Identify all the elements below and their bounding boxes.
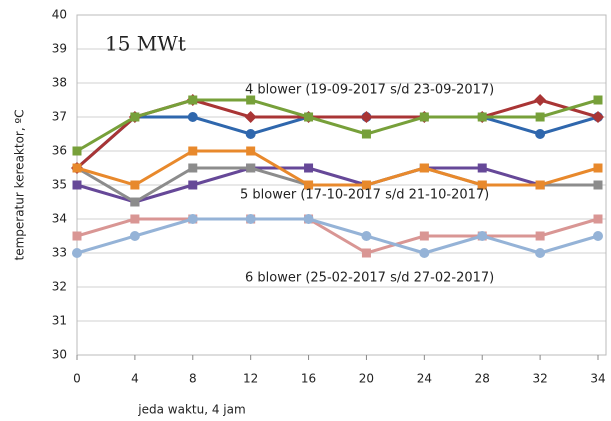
point bbox=[419, 231, 429, 241]
point bbox=[477, 180, 487, 190]
x-axis-label: jeda waktu, 4 jam bbox=[137, 403, 245, 417]
y-tick-label: 40 bbox=[52, 8, 67, 22]
series-line bbox=[76, 217, 599, 255]
point bbox=[245, 129, 256, 139]
y-tick-label: 31 bbox=[52, 314, 67, 328]
y-tick-label: 35 bbox=[52, 178, 67, 192]
point bbox=[72, 248, 82, 258]
y-tick-label: 39 bbox=[52, 42, 67, 56]
annotation: 15 MWt bbox=[105, 32, 186, 56]
x-tick-label: 32 bbox=[532, 372, 547, 386]
point bbox=[187, 112, 198, 122]
point bbox=[535, 112, 545, 122]
point bbox=[593, 95, 603, 105]
point bbox=[304, 180, 314, 190]
series-line bbox=[76, 98, 599, 153]
point bbox=[129, 231, 140, 241]
point bbox=[72, 163, 82, 173]
y-tick-label: 38 bbox=[52, 76, 67, 90]
y-tick-label: 34 bbox=[52, 212, 67, 226]
annotation: 6 blower (25-02-2017 s/d 27-02-2017) bbox=[245, 271, 494, 286]
y-axis-label: temperatur kereaktor, ºC bbox=[13, 109, 27, 260]
y-tick-label: 30 bbox=[52, 348, 67, 362]
point bbox=[361, 180, 371, 190]
point bbox=[534, 94, 547, 106]
point bbox=[419, 112, 429, 122]
point bbox=[535, 231, 545, 241]
point bbox=[244, 111, 257, 123]
point bbox=[419, 248, 430, 258]
series-line bbox=[76, 149, 599, 187]
point bbox=[187, 214, 198, 224]
point bbox=[304, 163, 314, 173]
series-line bbox=[76, 166, 598, 204]
x-tick-label: 24 bbox=[417, 372, 432, 386]
point bbox=[72, 146, 82, 156]
x-tick-label: 0 bbox=[73, 372, 81, 386]
point bbox=[130, 214, 140, 224]
point bbox=[72, 180, 82, 190]
y-tick-label: 32 bbox=[52, 280, 67, 294]
point bbox=[304, 112, 314, 122]
point bbox=[361, 248, 371, 258]
y-tick-label: 37 bbox=[52, 110, 67, 124]
x-tick-label: 8 bbox=[189, 372, 197, 386]
point bbox=[72, 231, 82, 241]
point bbox=[188, 95, 198, 105]
point bbox=[593, 180, 603, 190]
point bbox=[477, 231, 488, 241]
point bbox=[246, 146, 256, 156]
point bbox=[593, 214, 603, 224]
point bbox=[188, 180, 198, 190]
point bbox=[361, 129, 371, 139]
x-tick-label: 12 bbox=[243, 372, 258, 386]
point bbox=[593, 231, 603, 241]
point bbox=[360, 111, 373, 123]
point bbox=[130, 197, 140, 207]
point bbox=[246, 95, 256, 105]
x-tick-label: 16 bbox=[301, 372, 316, 386]
point bbox=[477, 112, 487, 122]
point bbox=[130, 180, 140, 190]
point bbox=[535, 248, 546, 258]
series-line bbox=[76, 217, 599, 255]
annotation: 4 blower (19-09-2017 s/d 23-09-2017) bbox=[245, 83, 494, 98]
y-tick-label: 33 bbox=[52, 246, 67, 260]
x-tick-label: 4 bbox=[131, 372, 139, 386]
point bbox=[592, 111, 604, 123]
point bbox=[419, 163, 429, 173]
point bbox=[188, 163, 198, 173]
point bbox=[188, 146, 198, 156]
point bbox=[535, 129, 546, 139]
x-tick-label: 28 bbox=[475, 372, 490, 386]
point bbox=[245, 214, 256, 224]
x-tick-label: 34 bbox=[590, 372, 605, 386]
point bbox=[246, 163, 256, 173]
point bbox=[593, 163, 603, 173]
point bbox=[361, 231, 372, 241]
point bbox=[535, 180, 545, 190]
annotation: 5 blower (17-10-2017 s/d 21-10-2017) bbox=[240, 188, 489, 203]
x-tick-label: 20 bbox=[359, 372, 374, 386]
point bbox=[303, 214, 314, 224]
y-tick-label: 36 bbox=[52, 144, 67, 158]
point bbox=[130, 112, 140, 122]
point bbox=[477, 163, 487, 173]
